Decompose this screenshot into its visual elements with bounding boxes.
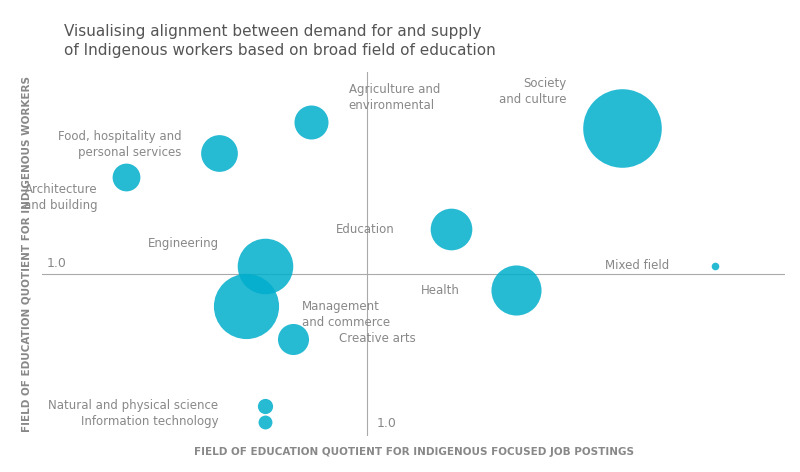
Point [444,226,457,233]
Text: Natural and physical science: Natural and physical science [49,399,218,412]
Text: Architecture
and building: Architecture and building [24,183,98,211]
Text: Visualising alignment between demand for and supply
of Indigenous workers based : Visualising alignment between demand for… [64,24,496,59]
Text: Management
and commerce: Management and commerce [302,300,390,329]
Point [510,287,522,294]
Y-axis label: FIELD OF EDUCATION QUOTIENT FOR INDIGENOUS WORKERS: FIELD OF EDUCATION QUOTIENT FOR INDIGENO… [21,76,31,432]
Text: Creative arts: Creative arts [339,332,416,345]
Text: Health: Health [421,284,460,297]
Point [709,262,722,270]
Text: Mixed field: Mixed field [605,260,669,272]
X-axis label: FIELD OF EDUCATION QUOTIENT FOR INDIGENOUS FOCUSED JOB POSTINGS: FIELD OF EDUCATION QUOTIENT FOR INDIGENO… [194,447,634,457]
Text: Engineering: Engineering [147,237,218,250]
Point [240,303,253,310]
Text: 1.0: 1.0 [377,417,396,430]
Text: Education: Education [336,223,395,236]
Text: Society
and culture: Society and culture [499,77,566,106]
Point [286,335,299,343]
Point [258,402,271,409]
Point [119,173,132,181]
Text: Agriculture and
environmental: Agriculture and environmental [349,84,440,112]
Point [258,262,271,270]
Point [616,125,629,132]
Text: Information technology: Information technology [81,415,218,428]
Text: 1.0: 1.0 [46,257,66,270]
Text: Food, hospitality and
personal services: Food, hospitality and personal services [58,130,182,159]
Point [258,418,271,425]
Point [212,149,225,156]
Point [305,118,318,126]
